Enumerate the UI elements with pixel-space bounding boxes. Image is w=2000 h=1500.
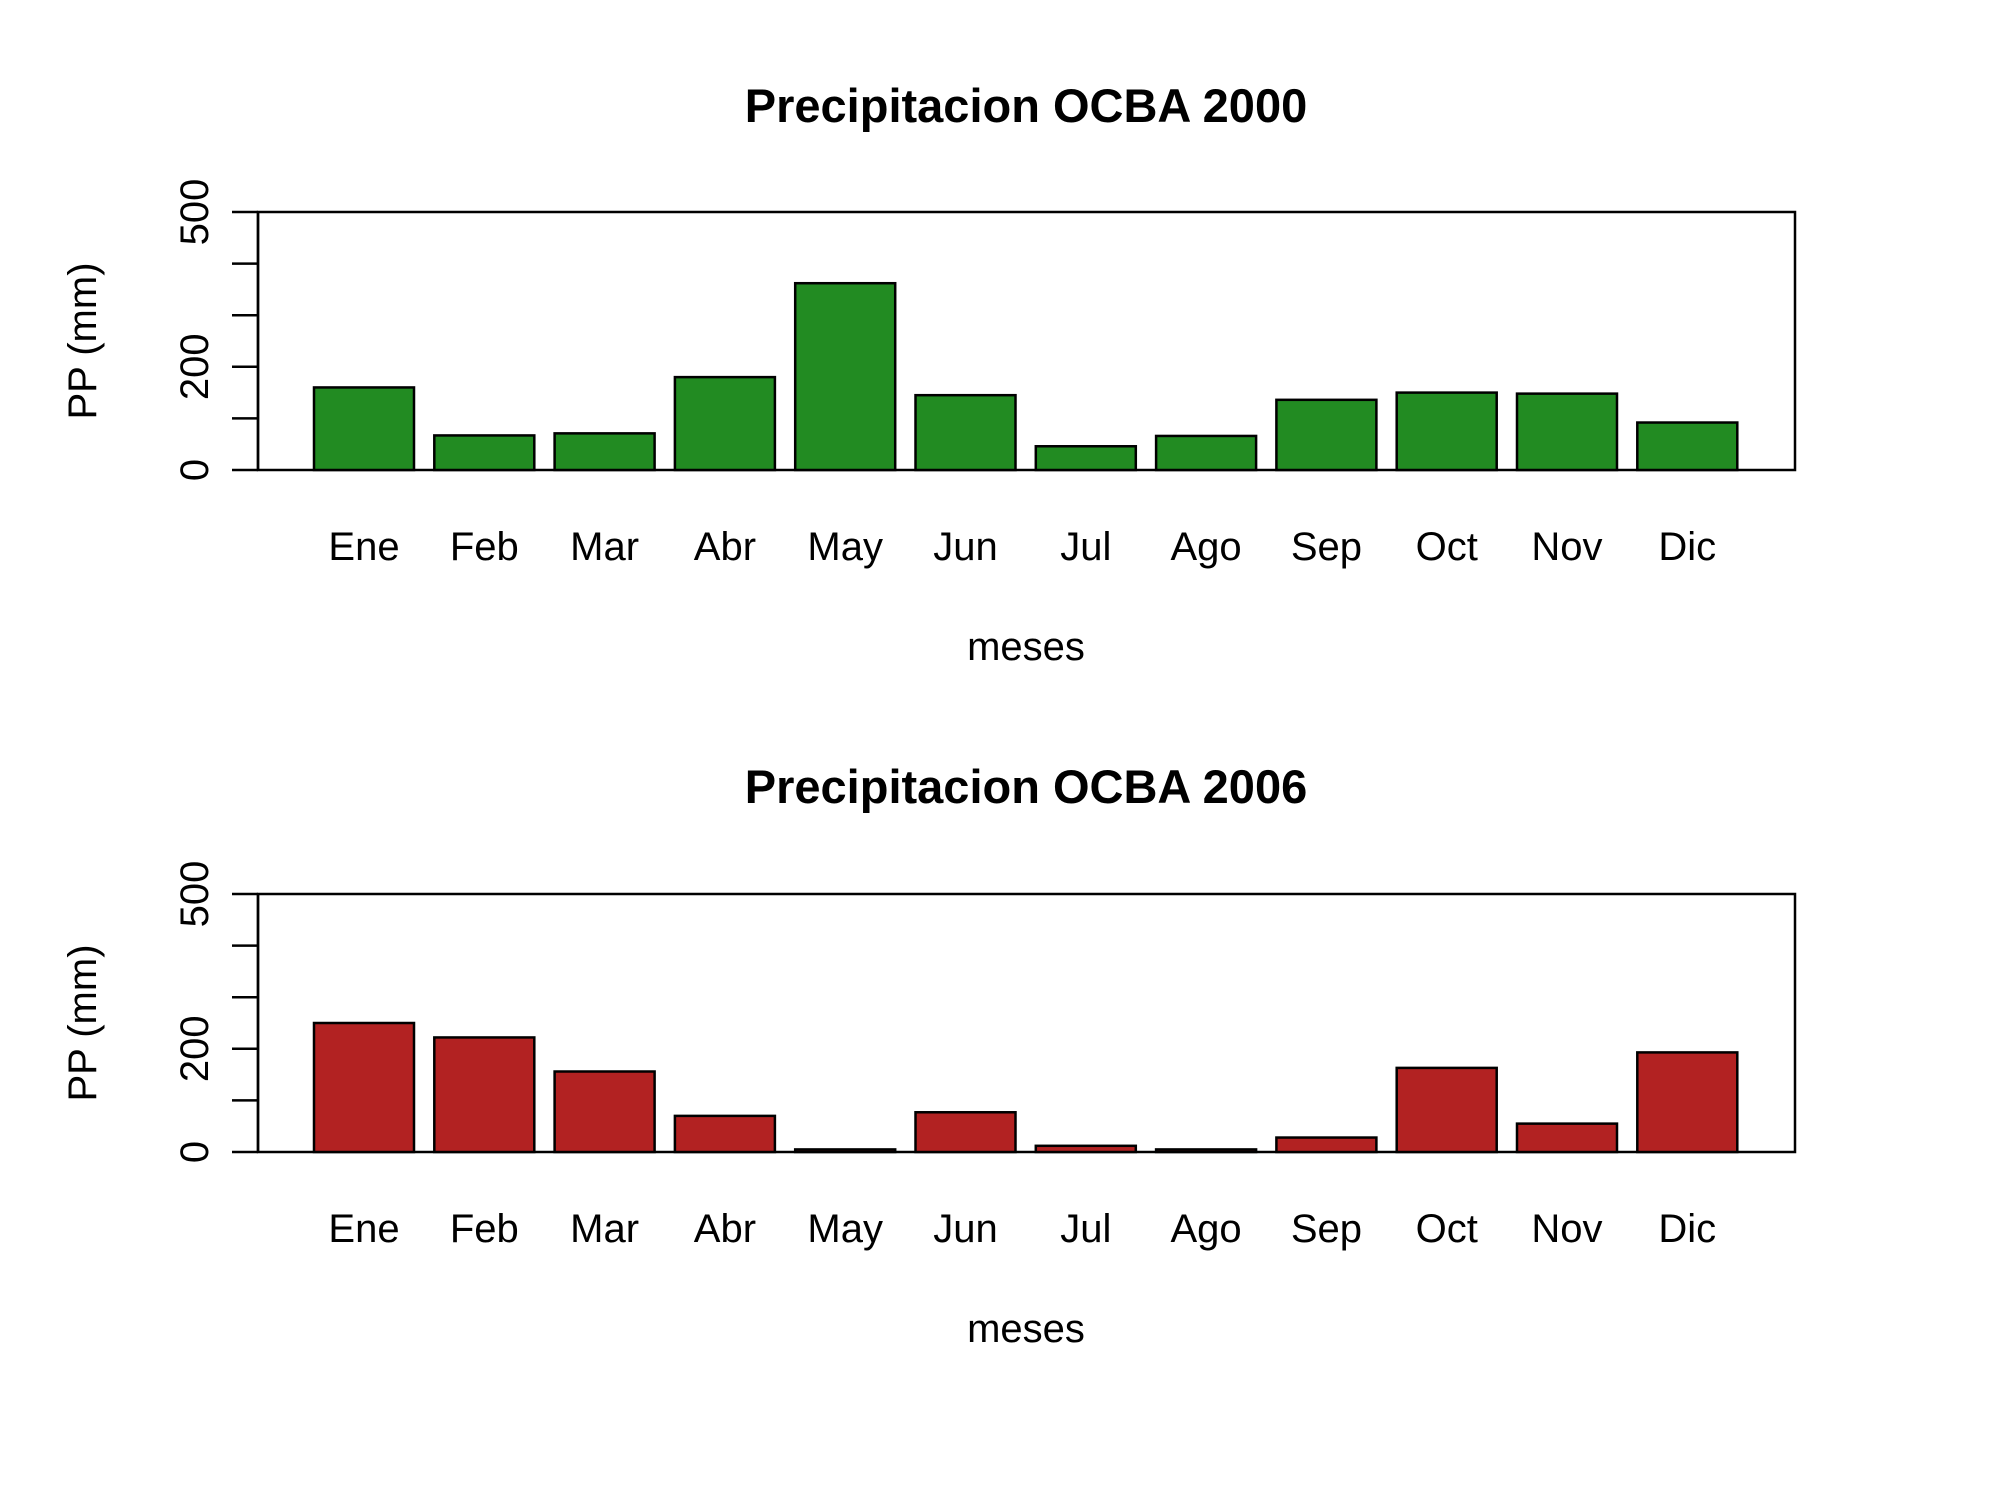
bar-sep	[1275, 1136, 1378, 1154]
x-tick-label-ene: Ene	[328, 525, 399, 569]
chart-panel-2006: Precipitacion OCBA 2006 0 200 500 PP (mm) Ene…	[61, 760, 1797, 1351]
x-tick-label-ago: Ago	[1171, 1207, 1242, 1251]
x-tick-label-nov: Nov	[1531, 1207, 1602, 1251]
y-tick-label: 200	[173, 333, 217, 400]
bar-feb	[433, 434, 536, 472]
y-axis-label: PP (mm)	[61, 262, 105, 419]
x-tick-label-abr: Abr	[694, 1207, 756, 1251]
x-tick-label-jul: Jul	[1060, 525, 1111, 569]
bar-abr	[673, 375, 777, 472]
y-tick-label: 200	[173, 1015, 217, 1082]
bar-oct	[1395, 391, 1498, 472]
bar-jul	[1034, 445, 1138, 472]
x-tick-label-nov: Nov	[1531, 525, 1602, 569]
x-tick-label-may: May	[807, 525, 883, 569]
chart-title: Precipitacion OCBA 2006	[745, 760, 1307, 813]
x-tick-label-sep: Sep	[1291, 1207, 1362, 1251]
x-tick-label-jul: Jul	[1060, 1207, 1111, 1251]
bar-may	[793, 1148, 897, 1154]
x-tick-label-mar: Mar	[570, 525, 639, 569]
bar-jun	[914, 393, 1017, 472]
x-tick-label-oct: Oct	[1416, 525, 1478, 569]
bar-dic	[1636, 1051, 1739, 1154]
x-tick-label-may: May	[807, 1207, 883, 1251]
y-tick-label: 500	[173, 861, 217, 928]
bar-dic	[1636, 421, 1739, 472]
bar-nov	[1515, 392, 1619, 472]
x-tick-label-mar: Mar	[570, 1207, 639, 1251]
bar-may	[793, 281, 897, 472]
bar-jun	[914, 1111, 1017, 1154]
bar-ene	[312, 1021, 416, 1154]
bar-nov	[1515, 1122, 1619, 1154]
x-axis-label: meses	[967, 625, 1085, 669]
chart-panel-2000: Precipitacion OCBA 2000 0 200 500 PP (mm) Ene…	[61, 79, 1797, 669]
bar-ago	[1154, 1148, 1258, 1154]
x-tick-label-abr: Abr	[694, 525, 756, 569]
x-tick-label-dic: Dic	[1658, 525, 1716, 569]
bar-mar	[553, 432, 656, 472]
bar-jul	[1034, 1144, 1138, 1154]
bar-ago	[1154, 434, 1258, 472]
bar-feb	[433, 1036, 536, 1154]
y-tick-label: 0	[173, 459, 217, 481]
bar-sep	[1275, 398, 1378, 472]
y-axis-label: PP (mm)	[61, 944, 105, 1101]
x-tick-label-ago: Ago	[1171, 525, 1242, 569]
bar-mar	[553, 1070, 656, 1154]
chart-title: Precipitacion OCBA 2000	[745, 79, 1307, 132]
y-tick-label: 500	[173, 179, 217, 246]
x-tick-label-jun: Jun	[933, 1207, 998, 1251]
bar-abr	[673, 1114, 777, 1154]
x-tick-label-jun: Jun	[933, 525, 998, 569]
x-tick-label-sep: Sep	[1291, 525, 1362, 569]
bar-oct	[1395, 1066, 1498, 1154]
x-tick-label-dic: Dic	[1658, 1207, 1716, 1251]
bar-ene	[312, 386, 416, 472]
y-tick-label: 0	[173, 1141, 217, 1163]
x-tick-label-oct: Oct	[1416, 1207, 1478, 1251]
x-axis-label: meses	[967, 1307, 1085, 1351]
x-tick-label-feb: Feb	[450, 1207, 519, 1251]
x-tick-label-ene: Ene	[328, 1207, 399, 1251]
x-tick-label-feb: Feb	[450, 525, 519, 569]
